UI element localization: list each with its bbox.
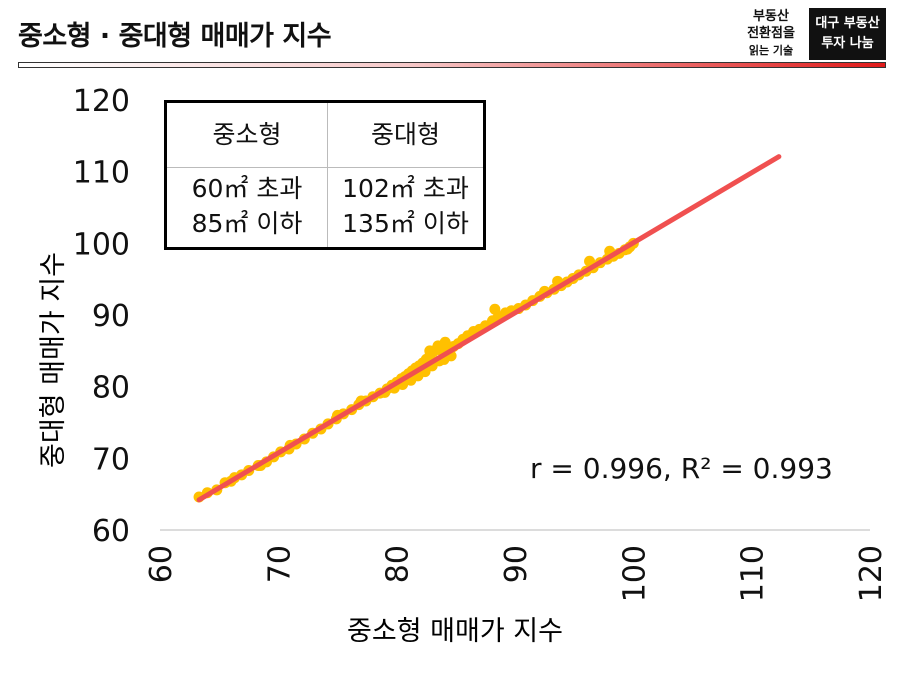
page-title: 중소형 · 중대형 매매가 지수 <box>18 21 332 52</box>
trendline-group <box>196 154 782 503</box>
y-tick-label: 100 <box>73 227 130 262</box>
x-tick-label: 70 <box>262 545 297 583</box>
data-point <box>439 336 451 348</box>
col1-range: 60㎡ 초과 85㎡ 이하 <box>167 171 327 241</box>
x-axis-label: 중소형 매매가 지수 <box>347 616 563 647</box>
size-legend-table: 중소형 중대형 60㎡ 초과 85㎡ 이하 102㎡ 초과 135㎡ 이하 <box>164 100 486 250</box>
range-line: 60㎡ 초과 <box>191 174 303 203</box>
y-axis-label: 중대형 매매가 지수 <box>38 252 69 468</box>
logo-line: 부동산 <box>753 9 789 24</box>
brand-logo-text: 부동산 전환점을 읽는 기술 <box>733 8 809 59</box>
col2-range: 102㎡ 초과 135㎡ 이하 <box>328 171 483 241</box>
x-tick-label: 120 <box>854 545 889 602</box>
trendline <box>196 154 782 503</box>
logo-line: 투자 나눔 <box>821 36 874 51</box>
range-line: 85㎡ 이하 <box>191 209 303 238</box>
data-point <box>424 345 436 357</box>
logo-line: 대구 부동산 <box>815 16 880 31</box>
y-tick-label: 120 <box>73 84 130 119</box>
y-tick-label: 90 <box>92 299 130 334</box>
x-tick-label: 110 <box>736 545 771 602</box>
y-tick-label: 60 <box>92 514 130 549</box>
col1-header: 중소형 <box>212 120 282 149</box>
range-line: 102㎡ 초과 <box>342 174 469 203</box>
title-underline <box>18 62 886 68</box>
data-point <box>489 303 501 315</box>
correlation-stats: r = 0.996, R² = 0.993 <box>530 452 833 485</box>
table-divider <box>167 167 483 168</box>
y-tick-label: 80 <box>92 371 130 406</box>
logo-line: 전환점을 <box>747 26 795 41</box>
logo-line: 읽는 기술 <box>748 44 794 57</box>
table-divider <box>327 103 328 247</box>
y-tick-label: 110 <box>73 156 130 191</box>
axes: 60 70 80 90 100 110 120 60 70 80 90 100 110 120 <box>73 84 889 602</box>
x-tick-label: 80 <box>381 545 416 583</box>
x-tick-label: 100 <box>617 545 652 602</box>
y-tick-label: 70 <box>92 442 130 477</box>
col2-header: 중대형 <box>370 120 440 149</box>
x-tick-label: 60 <box>144 545 179 583</box>
x-tick-label: 90 <box>499 545 534 583</box>
range-line: 135㎡ 이하 <box>342 209 469 238</box>
brand-logo-badge: 대구 부동산 투자 나눔 <box>809 8 886 60</box>
data-point <box>584 255 596 267</box>
